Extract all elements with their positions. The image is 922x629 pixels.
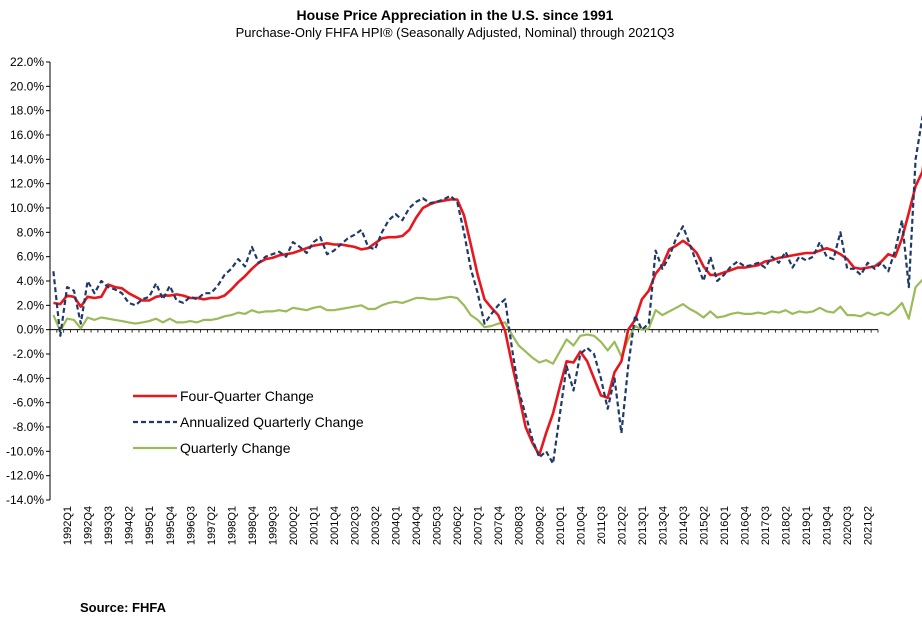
series-line-four-quarter-change bbox=[53, 165, 922, 457]
x-tick-label: 2015Q2 bbox=[699, 506, 711, 545]
y-tick-label: -6.0% bbox=[13, 396, 45, 410]
x-tick-label: 2009Q2 bbox=[534, 506, 546, 545]
x-tick-label: 2019Q4 bbox=[822, 506, 834, 545]
x-tick-label: 1992Q4 bbox=[83, 506, 95, 545]
x-tick-label: 2012Q2 bbox=[616, 506, 628, 545]
x-tick-label: 2010Q1 bbox=[555, 506, 567, 545]
x-tick-label: 2016Q1 bbox=[719, 506, 731, 545]
x-tick-label: 2005Q3 bbox=[432, 506, 444, 545]
y-tick-label: -10.0% bbox=[6, 444, 44, 458]
x-tick-label: 2004Q1 bbox=[391, 506, 403, 545]
y-tick-label: 18.0% bbox=[10, 104, 44, 118]
x-tick-label: 2010Q4 bbox=[575, 506, 587, 545]
series-group bbox=[52, 115, 922, 465]
x-tick-label: 2001Q4 bbox=[329, 506, 341, 545]
y-tick-label: -12.0% bbox=[6, 469, 44, 483]
series-line-annualized-quarterly-change bbox=[52, 115, 922, 465]
x-tick-label: 2014Q3 bbox=[678, 506, 690, 545]
y-tick-label: 22.0% bbox=[10, 55, 44, 69]
x-tick-label: 2007Q1 bbox=[473, 506, 485, 545]
x-tick-label: 2001Q1 bbox=[308, 506, 320, 545]
x-tick-label: 1995Q1 bbox=[144, 506, 156, 545]
chart-title: House Price Appreciation in the U.S. sin… bbox=[297, 7, 614, 23]
x-tick-label: 2000Q2 bbox=[288, 506, 300, 545]
y-tick-label: 16.0% bbox=[10, 128, 44, 142]
axes: 22.0% 20.0% 18.0% 16.0% 14.0% 12.0% 10.0% 8.0% 6… bbox=[6, 55, 879, 545]
x-tick-label: 2007Q4 bbox=[493, 506, 505, 545]
legend-label: Quarterly Change bbox=[180, 440, 291, 456]
x-tick-label: 1998Q1 bbox=[226, 506, 238, 545]
x-tick-label: 1998Q4 bbox=[247, 506, 259, 545]
y-tick-label: -2.0% bbox=[13, 347, 45, 361]
y-tick-label: 0.0% bbox=[17, 323, 45, 337]
y-tick-label: 2.0% bbox=[17, 298, 45, 312]
y-tick-label: 14.0% bbox=[10, 152, 44, 166]
y-tick-label: 4.0% bbox=[17, 274, 45, 288]
y-tick-label: -14.0% bbox=[6, 493, 44, 507]
x-tick-label: 2021Q2 bbox=[863, 506, 875, 545]
x-tick-label: 2013Q1 bbox=[637, 506, 649, 545]
x-tick-label: 2016Q4 bbox=[740, 506, 752, 545]
y-tick-label: -4.0% bbox=[13, 371, 45, 385]
x-tick-label: 1999Q3 bbox=[267, 506, 279, 545]
x-tick-label: 2002Q3 bbox=[350, 506, 362, 545]
y-tick-label: 10.0% bbox=[10, 201, 44, 215]
y-tick-label: -8.0% bbox=[13, 420, 45, 434]
x-tick-label: 2019Q1 bbox=[801, 506, 813, 545]
x-tick-label: 2003Q2 bbox=[370, 506, 382, 545]
y-tick-label: 6.0% bbox=[17, 250, 45, 264]
x-tick-label: 2018Q2 bbox=[781, 506, 793, 545]
x-tick-label: 2020Q3 bbox=[842, 506, 854, 545]
y-tick-label: 20.0% bbox=[10, 79, 44, 93]
chart-subtitle: Purchase-Only FHFA HPI® (Seasonally Adju… bbox=[236, 25, 675, 40]
x-tick-label: 1992Q1 bbox=[62, 506, 74, 545]
y-tick-label: 12.0% bbox=[10, 177, 44, 191]
x-tick-label: 1996Q3 bbox=[185, 506, 197, 545]
x-tick-label: 2008Q3 bbox=[514, 506, 526, 545]
series-line-quarterly-change bbox=[52, 278, 922, 365]
x-tick-label: 2013Q4 bbox=[657, 506, 669, 545]
x-tick-label: 2004Q4 bbox=[411, 506, 423, 545]
x-tick-label: 1994Q2 bbox=[124, 506, 136, 545]
x-tick-label: 1997Q2 bbox=[206, 506, 218, 545]
x-tick-label: 2006Q2 bbox=[452, 506, 464, 545]
x-tick-label: 2017Q3 bbox=[760, 506, 772, 545]
x-tick-label: 1993Q3 bbox=[103, 506, 115, 545]
source-note: Source: FHFA bbox=[80, 600, 166, 615]
x-tick-label: 2011Q3 bbox=[596, 506, 608, 544]
legend-label: Four-Quarter Change bbox=[180, 388, 314, 404]
legend-label: Annualized Quarterly Change bbox=[180, 414, 364, 430]
legend: Four-Quarter Change Annualized Quarterly … bbox=[133, 388, 364, 456]
x-tick-label: 1995Q4 bbox=[165, 506, 177, 545]
y-tick-label: 8.0% bbox=[17, 225, 45, 239]
